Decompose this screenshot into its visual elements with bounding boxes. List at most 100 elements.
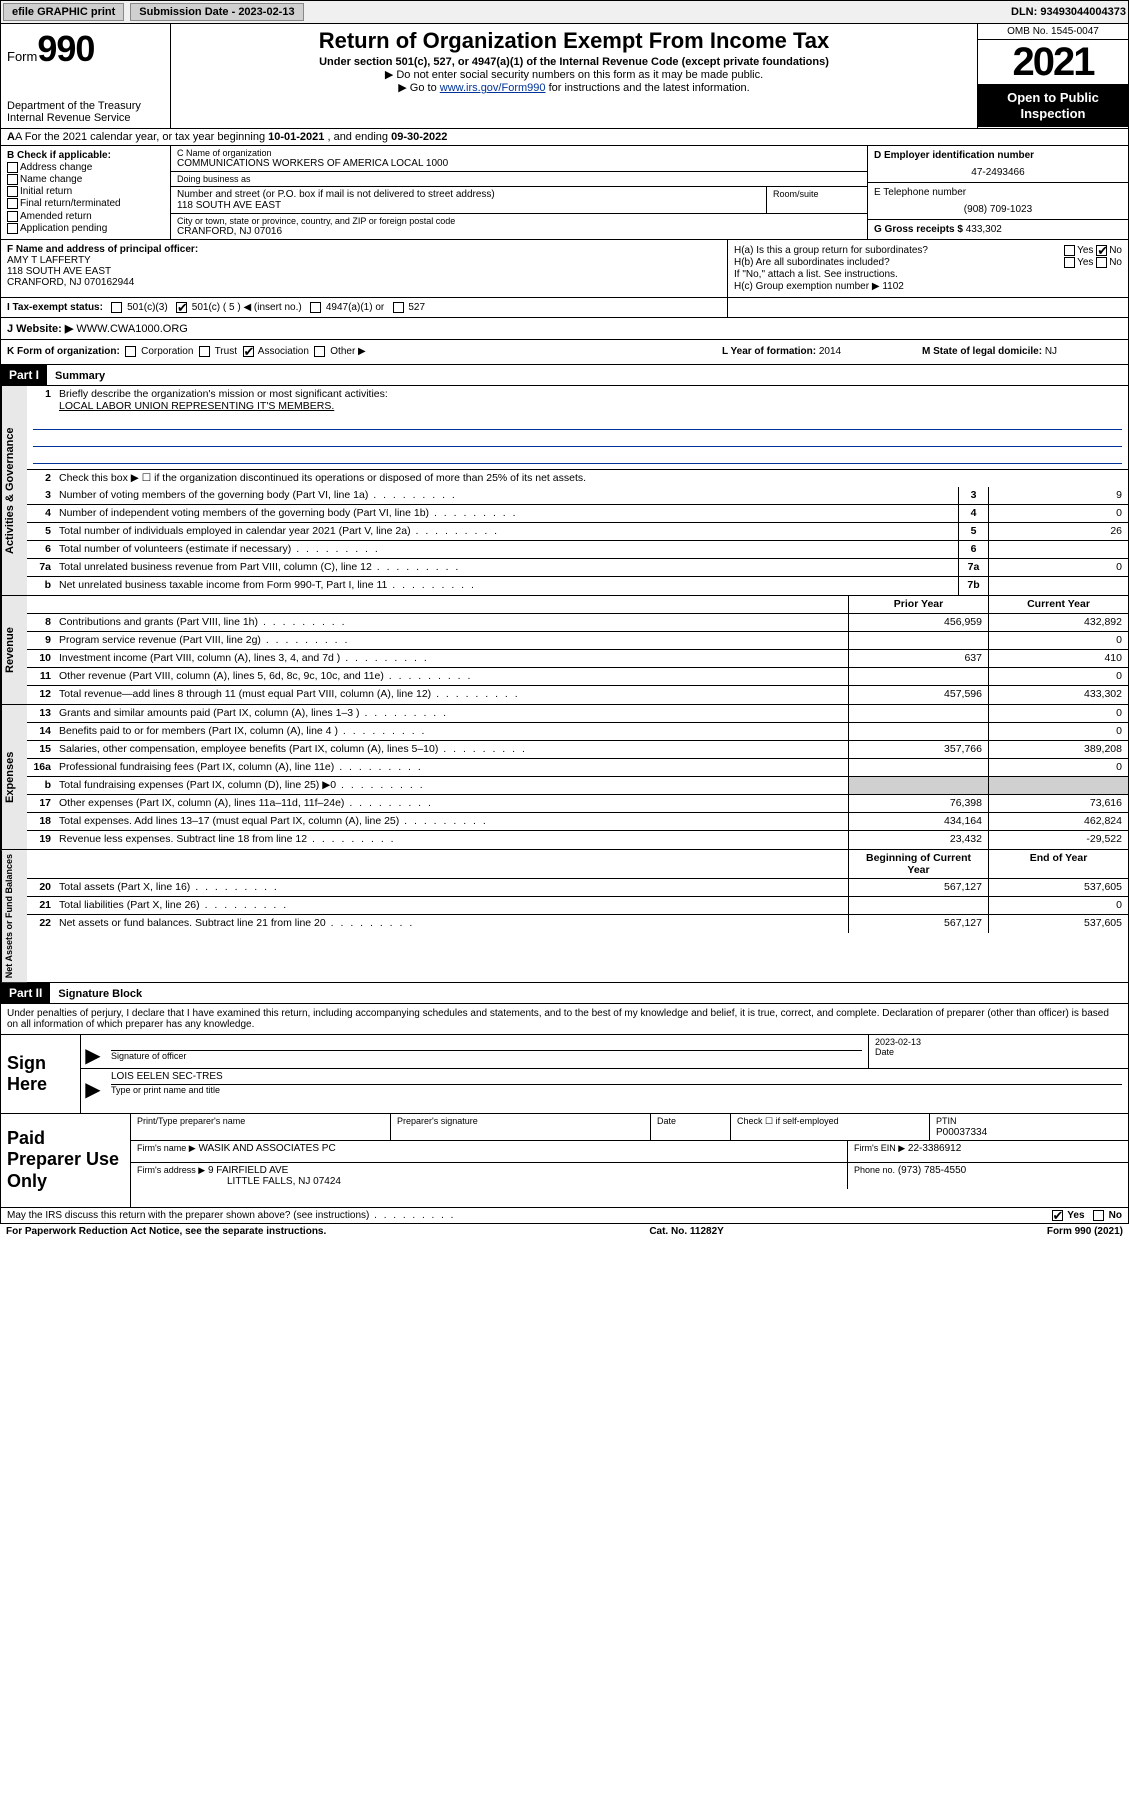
hb-yes[interactable] xyxy=(1064,257,1075,268)
tax-year: 2021 xyxy=(978,40,1128,84)
col-b-checkboxes: B Check if applicable: Address change Na… xyxy=(1,146,171,239)
mission-blank-lines xyxy=(27,414,1128,469)
summary-row: 7aTotal unrelated business revenue from … xyxy=(27,559,1128,577)
prep-name-label: Print/Type preparer's name xyxy=(137,1116,245,1126)
summary-row: 6Total number of volunteers (estimate if… xyxy=(27,541,1128,559)
cb-association[interactable] xyxy=(243,346,254,357)
hb-label: H(b) Are all subordinates included? xyxy=(734,257,890,268)
year-formation: 2014 xyxy=(819,346,841,357)
org-name-label: C Name of organization xyxy=(177,148,861,158)
cb-address-change[interactable]: Address change xyxy=(7,162,164,173)
side-label-net: Net Assets or Fund Balances xyxy=(1,850,27,982)
hdr-current-year: Current Year xyxy=(988,596,1128,613)
summary-row: 9Program service revenue (Part VIII, lin… xyxy=(27,632,1128,650)
officer-name-typed: LOIS EELEN SEC-TRES xyxy=(111,1071,1122,1085)
hc-label: H(c) Group exemption number ▶ xyxy=(734,281,880,292)
submission-date: Submission Date - 2023-02-13 xyxy=(130,3,303,21)
ein-value: 47-2493466 xyxy=(874,167,1122,178)
state-domicile: NJ xyxy=(1045,346,1057,357)
side-label-revenue: Revenue xyxy=(1,596,27,704)
dba-label: Doing business as xyxy=(177,174,861,184)
ha-no[interactable] xyxy=(1096,245,1107,256)
cb-other[interactable] xyxy=(314,346,325,357)
irs-label: Internal Revenue Service xyxy=(7,112,164,124)
block-fh: F Name and address of principal officer:… xyxy=(0,240,1129,298)
cb-501c3[interactable] xyxy=(111,302,122,313)
cb-initial-return[interactable]: Initial return xyxy=(7,186,164,197)
cb-4947[interactable] xyxy=(310,302,321,313)
cb-corporation[interactable] xyxy=(125,346,136,357)
firm-ein: 22-3386912 xyxy=(908,1143,961,1154)
arrow-icon: ▶ xyxy=(81,1069,105,1102)
q1-label: Briefly describe the organization's miss… xyxy=(59,388,388,400)
summary-row: 4Number of independent voting members of… xyxy=(27,505,1128,523)
open-public-badge: Open to PublicInspection xyxy=(978,84,1128,127)
cb-amended-return[interactable]: Amended return xyxy=(7,211,164,222)
side-label-expenses: Expenses xyxy=(1,705,27,849)
summary-row: 15Salaries, other compensation, employee… xyxy=(27,741,1128,759)
sign-here-block: Sign Here ▶ Signature of officer 2023-02… xyxy=(0,1035,1129,1114)
subtitle-3: ▶ Go to www.irs.gov/Form990 for instruct… xyxy=(179,81,969,94)
row-a-tax-year: AA For the 2021 calendar year, or tax ye… xyxy=(0,129,1129,146)
subtitle-2: ▶ Do not enter social security numbers o… xyxy=(179,68,969,81)
name-title-label: Type or print name and title xyxy=(111,1085,220,1095)
cb-name-change[interactable]: Name change xyxy=(7,174,164,185)
block-bcd: B Check if applicable: Address change Na… xyxy=(0,146,1129,240)
officer-addr1: 118 SOUTH AVE EAST xyxy=(7,266,111,277)
section-net-assets: Net Assets or Fund Balances Beginning of… xyxy=(0,850,1129,983)
discuss-with-preparer: May the IRS discuss this return with the… xyxy=(0,1208,1129,1224)
irs-link[interactable]: www.irs.gov/Form990 xyxy=(440,82,546,94)
ha-yes[interactable] xyxy=(1064,245,1075,256)
hb-no[interactable] xyxy=(1096,257,1107,268)
cb-527[interactable] xyxy=(393,302,404,313)
self-employed-check[interactable]: Check ☐ if self-employed xyxy=(737,1116,839,1126)
city-value: CRANFORD, NJ 07016 xyxy=(177,226,861,237)
cat-no: Cat. No. 11282Y xyxy=(649,1226,723,1237)
summary-row: 19Revenue less expenses. Subtract line 1… xyxy=(27,831,1128,849)
website-value: WWW.CWA1000.ORG xyxy=(76,323,187,335)
summary-row: 3Number of voting members of the governi… xyxy=(27,487,1128,505)
summary-row: 22Net assets or fund balances. Subtract … xyxy=(27,915,1128,933)
sig-label: Signature of officer xyxy=(111,1051,186,1061)
phone-label: E Telephone number xyxy=(874,187,966,198)
hdr-boy: Beginning of Current Year xyxy=(848,850,988,878)
hdr-prior-year: Prior Year xyxy=(848,596,988,613)
street-label: Number and street (or P.O. box if mail i… xyxy=(177,189,760,200)
officer-signature[interactable] xyxy=(111,1037,862,1051)
gross-receipts-label: G Gross receipts $ xyxy=(874,224,966,235)
row-i-tax-status: I Tax-exempt status: 501(c)(3) 501(c) ( … xyxy=(0,298,1129,318)
discuss-no[interactable] xyxy=(1093,1210,1104,1221)
summary-row: 17Other expenses (Part IX, column (A), l… xyxy=(27,795,1128,813)
form-ref: Form 990 (2021) xyxy=(1047,1226,1123,1237)
part2-header: Part IISignature Block xyxy=(0,983,1129,1004)
part1-header: Part ISummary xyxy=(0,365,1129,386)
signature-intro: Under penalties of perjury, I declare th… xyxy=(0,1004,1129,1035)
discuss-yes[interactable] xyxy=(1052,1210,1063,1221)
firm-addr1: 9 FAIRFIELD AVE xyxy=(208,1165,288,1176)
cb-501c[interactable] xyxy=(176,302,187,313)
summary-row: 14Benefits paid to or for members (Part … xyxy=(27,723,1128,741)
cb-trust[interactable] xyxy=(199,346,210,357)
cb-final-return[interactable]: Final return/terminated xyxy=(7,198,164,209)
discuss-question: May the IRS discuss this return with the… xyxy=(7,1210,1052,1221)
paid-preparer-label: Paid Preparer Use Only xyxy=(1,1114,131,1207)
summary-row: bNet unrelated business taxable income f… xyxy=(27,577,1128,595)
city-label: City or town, state or province, country… xyxy=(177,216,861,226)
street-value: 118 SOUTH AVE EAST xyxy=(177,200,760,211)
prep-sig-label: Preparer's signature xyxy=(397,1116,478,1126)
ptin-label: PTIN xyxy=(936,1116,957,1126)
arrow-icon: ▶ xyxy=(81,1035,105,1068)
efile-button[interactable]: efile GRAPHIC print xyxy=(3,3,124,21)
room-suite-label: Room/suite xyxy=(767,187,867,213)
prep-date-label: Date xyxy=(657,1116,676,1126)
summary-row: 21Total liabilities (Part X, line 26)0 xyxy=(27,897,1128,915)
sign-here-label: Sign Here xyxy=(1,1035,81,1113)
ptin-value: P00037334 xyxy=(936,1127,987,1138)
officer-addr2: CRANFORD, NJ 070162944 xyxy=(7,277,134,288)
summary-row: 20Total assets (Part X, line 16)567,1275… xyxy=(27,879,1128,897)
summary-row: 18Total expenses. Add lines 13–17 (must … xyxy=(27,813,1128,831)
omb-number: OMB No. 1545-0047 xyxy=(978,24,1128,40)
cb-application-pending[interactable]: Application pending xyxy=(7,223,164,234)
row-j-website: J Website: ▶ WWW.CWA1000.ORG xyxy=(0,318,1129,340)
phone-value: (908) 709-1023 xyxy=(874,204,1122,215)
